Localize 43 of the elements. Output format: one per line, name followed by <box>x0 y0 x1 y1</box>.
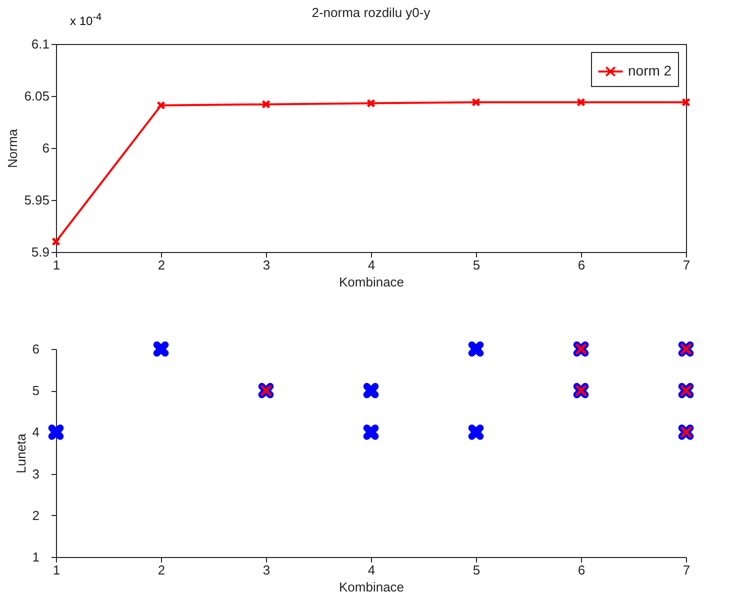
y-tick-label: 5 <box>32 383 40 398</box>
y-tick-label: 6.05 <box>24 88 50 104</box>
x-tick-label: 7 <box>682 562 690 578</box>
point <box>468 341 484 357</box>
point <box>363 424 379 440</box>
point <box>472 98 480 107</box>
x-tick-label: 6 <box>578 258 586 272</box>
y-tick-label: 5.95 <box>24 192 50 208</box>
point <box>48 424 64 440</box>
y-axis-title: Luneta <box>13 432 28 474</box>
point <box>262 100 270 109</box>
x-tick-label: 5 <box>472 258 480 272</box>
y-tick-label: 6.1 <box>31 36 50 52</box>
point <box>468 424 484 440</box>
point <box>153 341 169 357</box>
x-tick-label: 6 <box>578 562 586 578</box>
x-tick-label: 7 <box>682 258 690 272</box>
x-tick-label: 5 <box>472 562 480 578</box>
x-tick-label: 1 <box>52 258 60 272</box>
chart-title: 2-norma rozdilu y0-y <box>312 5 431 20</box>
text: x 10$^{-4}$ <box>70 12 102 28</box>
x-tick-label: 1 <box>52 562 60 578</box>
y-tick-label: 2 <box>32 508 40 523</box>
y-tick-label: 5.9 <box>31 244 50 260</box>
x-tick-label: 4 <box>368 258 376 272</box>
x-tick-label: 3 <box>262 258 270 272</box>
y-tick-label: 4 <box>32 424 40 440</box>
point <box>156 100 166 110</box>
point <box>576 98 586 107</box>
x-tick-label: 4 <box>368 562 376 578</box>
x-axis-title: Kombinace <box>338 274 404 290</box>
y-tick-label: 3 <box>32 466 40 482</box>
point <box>363 382 379 398</box>
y-axis-title: Norma <box>5 128 20 168</box>
y-tick-label: 1 <box>32 550 40 564</box>
x-tick-label: 3 <box>262 562 270 578</box>
point <box>366 98 376 108</box>
legend-label: norm 2 <box>628 62 672 78</box>
x-tick-label: 2 <box>158 562 166 578</box>
x-tick-label: 2 <box>158 258 166 272</box>
y-tick-label: 6 <box>32 342 40 356</box>
x-axis-title: Kombinace <box>338 580 404 594</box>
y-tick-label: 6 <box>42 140 50 156</box>
